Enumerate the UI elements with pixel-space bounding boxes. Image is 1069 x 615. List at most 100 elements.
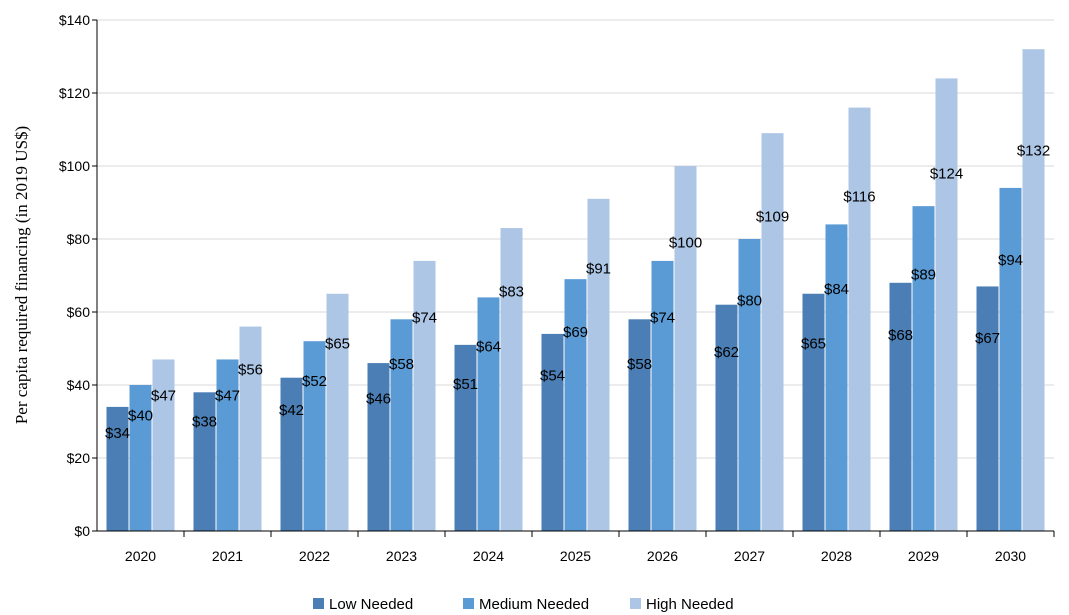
- data-label-high-needed-2028: $116: [843, 189, 875, 206]
- data-label-low-needed-2021: $38: [192, 413, 217, 430]
- bar-medium-needed-2025: [564, 279, 587, 531]
- data-label-medium-needed-2020: $40: [128, 408, 153, 425]
- y-tick-label: $120: [59, 85, 90, 101]
- x-tick-label: 2028: [821, 548, 852, 564]
- data-label-medium-needed-2029: $89: [911, 266, 936, 283]
- bar-low-needed-2023: [367, 363, 390, 531]
- data-label-high-needed-2023: $74: [412, 310, 437, 327]
- x-tick-label: 2024: [473, 548, 504, 564]
- bar-high-needed-2024: [500, 228, 523, 532]
- legend-swatch-low-needed: [313, 598, 324, 609]
- x-tick-label: 2025: [560, 548, 591, 564]
- data-label-high-needed-2021: $56: [238, 362, 263, 379]
- data-label-high-needed-2020: $47: [151, 387, 176, 404]
- x-tick-label: 2029: [908, 548, 939, 564]
- data-label-low-needed-2029: $68: [888, 327, 913, 344]
- bar-medium-needed-2021: [216, 359, 239, 531]
- data-label-medium-needed-2025: $69: [563, 324, 588, 341]
- data-label-high-needed-2029: $124: [930, 165, 963, 182]
- legend-item-low-needed: Low Needed: [313, 596, 413, 613]
- data-label-low-needed-2028: $65: [801, 336, 826, 353]
- data-label-high-needed-2024: $83: [499, 284, 524, 301]
- legend: Low Needed Medium Needed High Needed: [313, 596, 734, 613]
- bar-low-needed-2027: [715, 304, 738, 531]
- bar-medium-needed-2030: [999, 187, 1022, 531]
- bar-medium-needed-2027: [738, 239, 761, 531]
- y-tick-label: $60: [67, 304, 91, 320]
- data-label-low-needed-2027: $62: [714, 344, 739, 361]
- data-label-medium-needed-2023: $58: [389, 356, 414, 373]
- axes: [96, 20, 1054, 532]
- bar-high-needed-2020: [152, 359, 175, 531]
- x-tick-label: 2021: [212, 548, 243, 564]
- bar-low-needed-2028: [802, 293, 825, 531]
- bar-medium-needed-2024: [477, 297, 500, 531]
- x-tick-label: 2027: [734, 548, 765, 564]
- data-label-medium-needed-2026: $74: [650, 310, 675, 327]
- data-label-low-needed-2030: $67: [975, 330, 1000, 347]
- bar-high-needed-2028: [848, 107, 871, 531]
- bar-low-needed-2026: [628, 319, 651, 531]
- x-tick-label: 2030: [995, 548, 1026, 564]
- bar-high-needed-2026: [674, 166, 697, 531]
- legend-label-medium-needed: Medium Needed: [479, 596, 589, 613]
- x-tick-label: 2022: [299, 548, 330, 564]
- bar-high-needed-2030: [1022, 49, 1045, 531]
- data-label-high-needed-2022: $65: [325, 336, 350, 353]
- data-label-low-needed-2023: $46: [366, 390, 391, 407]
- bar-high-needed-2029: [935, 78, 958, 532]
- data-label-low-needed-2022: $42: [279, 402, 304, 419]
- y-tick-label: $140: [59, 12, 90, 28]
- data-label-low-needed-2020: $34: [105, 425, 130, 442]
- y-tick-label: $80: [67, 231, 91, 247]
- data-labels: $34$40 $47 $38 $47 $56 $42 $52 $65 $46 $58 $74 $51 $…: [105, 142, 1050, 442]
- x-tick-labels: 2020 2021 2022 2023 2024 2025 2026 2027 2028 2029…: [125, 531, 1055, 564]
- data-label-high-needed-2030: $132: [1017, 142, 1050, 159]
- legend-label-low-needed: Low Needed: [329, 596, 413, 613]
- data-label-low-needed-2024: $51: [453, 376, 478, 393]
- bar-medium-needed-2026: [651, 260, 674, 531]
- bar-high-needed-2023: [413, 260, 436, 531]
- bar-high-needed-2025: [587, 198, 610, 531]
- bar-medium-needed-2029: [912, 206, 935, 531]
- data-label-medium-needed-2021: $47: [215, 387, 240, 404]
- x-tick-label: 2026: [647, 548, 678, 564]
- y-tick-label: $40: [67, 377, 91, 393]
- legend-item-high-needed: High Needed: [630, 596, 734, 613]
- data-label-high-needed-2026: $100: [669, 235, 702, 252]
- y-axis-label: Per capita required financing (in 2019 U…: [12, 126, 31, 424]
- bar-medium-needed-2023: [390, 319, 413, 531]
- bar-low-needed-2020: [106, 406, 129, 531]
- data-label-high-needed-2025: $91: [586, 261, 611, 278]
- legend-swatch-medium-needed: [463, 598, 474, 609]
- data-label-medium-needed-2027: $80: [737, 292, 762, 309]
- y-tick-label: $100: [59, 158, 90, 174]
- legend-swatch-high-needed: [630, 598, 641, 609]
- bar-medium-needed-2022: [303, 341, 326, 531]
- bar-low-needed-2024: [454, 344, 477, 531]
- data-label-medium-needed-2024: $64: [476, 338, 501, 355]
- bars-group: [106, 49, 1045, 532]
- bar-medium-needed-2028: [825, 224, 848, 531]
- bar-low-needed-2025: [541, 333, 564, 531]
- bar-high-needed-2027: [761, 133, 784, 531]
- data-label-medium-needed-2022: $52: [302, 373, 327, 390]
- data-label-medium-needed-2028: $84: [824, 281, 849, 298]
- data-label-low-needed-2025: $54: [540, 367, 565, 384]
- bar-low-needed-2030: [976, 286, 999, 531]
- x-tick-label: 2023: [386, 548, 417, 564]
- y-tick-labels: $0 $20 $40 $60 $80 $100 $120 $140: [59, 12, 97, 539]
- legend-item-medium-needed: Medium Needed: [463, 596, 589, 613]
- data-label-high-needed-2027: $109: [756, 209, 789, 226]
- bar-high-needed-2022: [326, 293, 349, 531]
- legend-label-high-needed: High Needed: [646, 596, 734, 613]
- data-label-medium-needed-2030: $94: [998, 252, 1023, 269]
- bar-medium-needed-2020: [129, 385, 152, 531]
- bar-low-needed-2021: [193, 392, 216, 531]
- x-tick-label: 2020: [125, 548, 156, 564]
- y-tick-label: $0: [74, 523, 90, 539]
- bar-low-needed-2022: [280, 377, 303, 531]
- bar-high-needed-2021: [239, 326, 262, 531]
- y-tick-label: $20: [67, 450, 91, 466]
